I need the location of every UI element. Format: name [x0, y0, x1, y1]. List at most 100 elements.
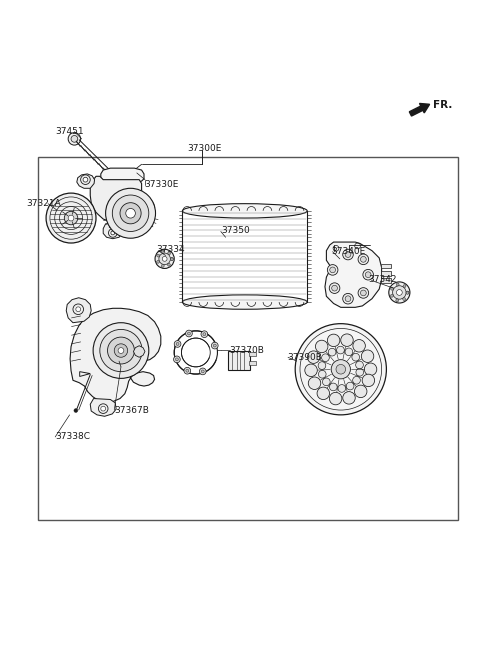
Polygon shape [325, 242, 382, 307]
Circle shape [305, 364, 317, 377]
Circle shape [403, 285, 406, 288]
Circle shape [111, 231, 115, 235]
FancyArrow shape [409, 103, 430, 116]
Circle shape [174, 341, 181, 347]
Circle shape [76, 307, 81, 312]
Bar [228, 350, 250, 369]
Circle shape [64, 212, 78, 225]
Circle shape [161, 265, 164, 267]
Polygon shape [103, 223, 122, 238]
Circle shape [343, 293, 353, 304]
Circle shape [174, 356, 180, 363]
Text: 37342: 37342 [369, 275, 397, 284]
Circle shape [155, 250, 174, 269]
Circle shape [168, 252, 170, 255]
Circle shape [364, 363, 377, 375]
Circle shape [332, 286, 337, 291]
Circle shape [186, 369, 189, 372]
Circle shape [157, 254, 160, 257]
Circle shape [329, 392, 342, 405]
Polygon shape [90, 176, 155, 224]
Circle shape [363, 269, 373, 280]
Circle shape [343, 250, 353, 260]
Circle shape [406, 291, 409, 294]
Circle shape [201, 331, 208, 337]
Circle shape [396, 283, 399, 286]
Polygon shape [101, 168, 144, 185]
Circle shape [323, 378, 330, 386]
Circle shape [390, 294, 393, 297]
Circle shape [315, 340, 328, 352]
Ellipse shape [182, 295, 307, 309]
Circle shape [360, 290, 366, 296]
Circle shape [328, 348, 336, 356]
Circle shape [118, 348, 124, 354]
Circle shape [203, 333, 206, 335]
Circle shape [101, 406, 106, 411]
Text: 37350: 37350 [221, 225, 250, 234]
Bar [240, 350, 244, 369]
Circle shape [74, 409, 78, 413]
Text: 37390B: 37390B [287, 353, 322, 362]
Circle shape [327, 265, 338, 275]
Bar [232, 350, 237, 369]
Circle shape [295, 324, 386, 415]
Circle shape [68, 132, 81, 145]
Circle shape [358, 288, 369, 298]
Circle shape [170, 257, 173, 260]
Circle shape [336, 364, 346, 374]
Text: 37451: 37451 [55, 127, 84, 136]
Circle shape [211, 342, 218, 349]
Circle shape [318, 362, 326, 369]
Circle shape [391, 288, 394, 290]
Circle shape [329, 383, 337, 391]
Text: 37300E: 37300E [187, 145, 222, 153]
Bar [249, 352, 256, 356]
Circle shape [406, 291, 409, 294]
Circle shape [327, 334, 340, 346]
Circle shape [330, 267, 336, 272]
Circle shape [120, 202, 141, 224]
Circle shape [71, 136, 78, 142]
Circle shape [100, 329, 142, 371]
Circle shape [393, 286, 406, 299]
Circle shape [162, 250, 165, 253]
Circle shape [317, 387, 330, 400]
Circle shape [83, 178, 88, 182]
Circle shape [345, 252, 351, 257]
Circle shape [345, 296, 351, 301]
Bar [249, 361, 256, 365]
Bar [381, 264, 391, 269]
Circle shape [346, 383, 354, 390]
Circle shape [126, 208, 135, 218]
Circle shape [213, 344, 216, 347]
Circle shape [352, 353, 360, 361]
Polygon shape [70, 309, 161, 402]
Text: 37370B: 37370B [229, 346, 264, 354]
Polygon shape [90, 398, 116, 417]
Circle shape [354, 385, 367, 398]
Circle shape [356, 361, 363, 369]
Circle shape [188, 332, 191, 335]
Text: 37340E: 37340E [331, 247, 365, 256]
Circle shape [201, 370, 204, 373]
Circle shape [93, 323, 149, 379]
Circle shape [322, 354, 329, 362]
Circle shape [353, 377, 360, 384]
Polygon shape [77, 174, 95, 188]
Text: 37330E: 37330E [144, 180, 179, 189]
Bar [381, 278, 391, 283]
Circle shape [176, 343, 179, 345]
Text: 37367B: 37367B [114, 405, 149, 415]
Circle shape [307, 351, 320, 364]
Circle shape [176, 358, 179, 361]
Circle shape [68, 215, 74, 221]
Bar [38, 157, 458, 519]
Bar [381, 271, 391, 276]
Text: FR.: FR. [433, 100, 452, 110]
Circle shape [396, 299, 399, 302]
Circle shape [360, 257, 366, 262]
Circle shape [106, 188, 156, 238]
Circle shape [186, 330, 192, 337]
Circle shape [361, 350, 374, 362]
